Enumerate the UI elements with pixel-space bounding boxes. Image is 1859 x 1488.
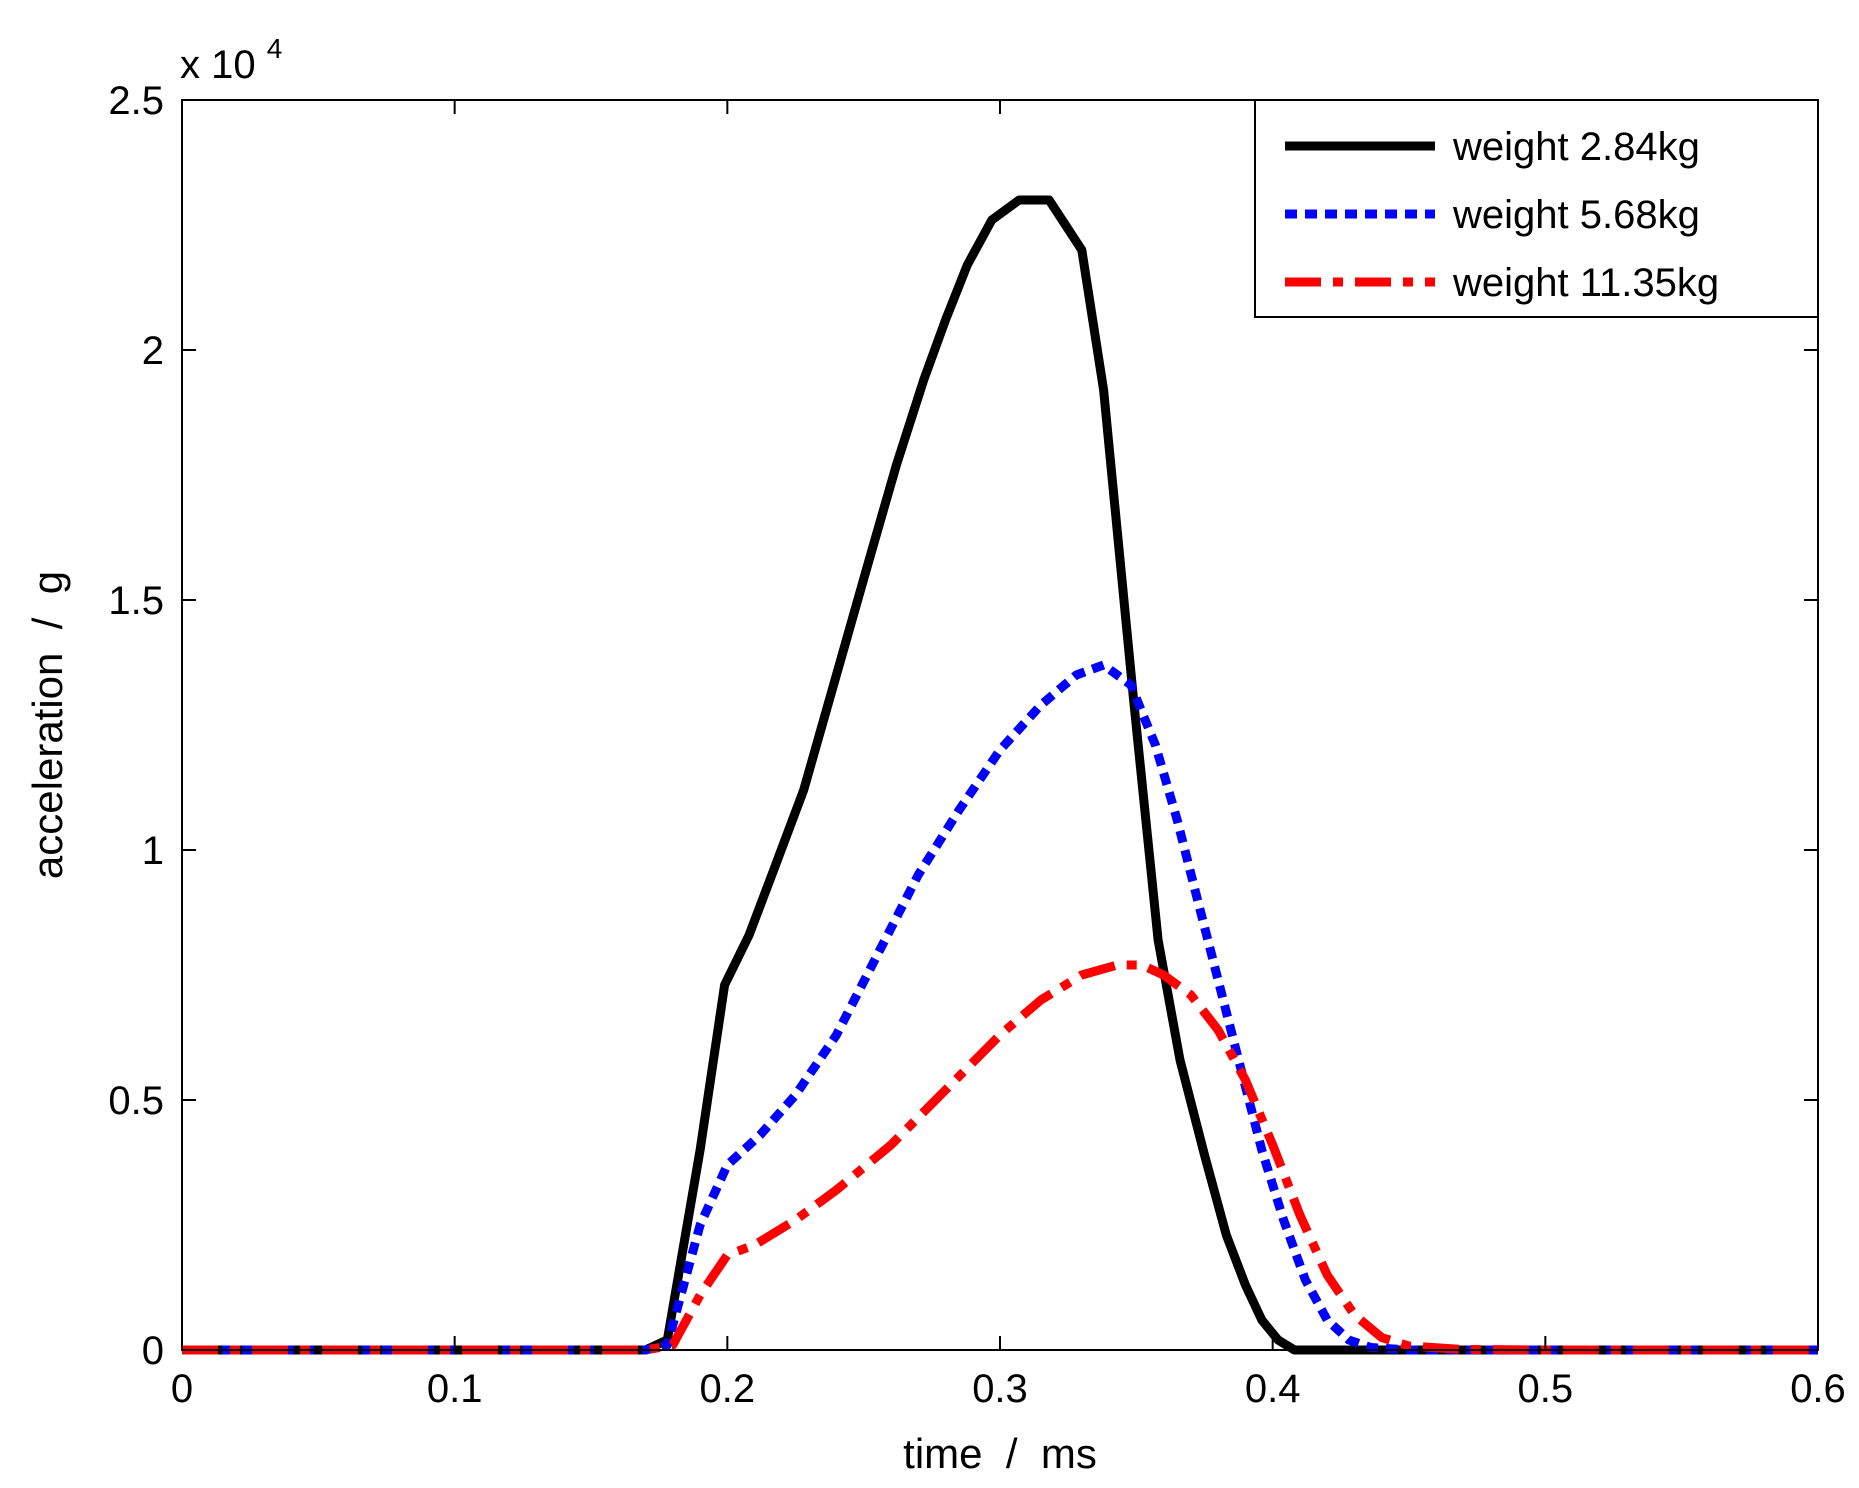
x-tick-label: 0.6 bbox=[1790, 1367, 1846, 1411]
x-tick-label: 0.5 bbox=[1518, 1367, 1574, 1411]
y-tick-label: 2.5 bbox=[108, 79, 164, 123]
y-axis-tick-labels: 0 0.5 1 1.5 2 2.5 bbox=[108, 79, 164, 1373]
y-tick-label: 2 bbox=[142, 329, 164, 373]
series-line-3 bbox=[182, 960, 1818, 1355]
legend-label: weight 5.68kg bbox=[1452, 193, 1700, 237]
x-tick-label: 0.2 bbox=[700, 1367, 756, 1411]
series-layer bbox=[182, 195, 1818, 1355]
x-tick-label: 0.1 bbox=[427, 1367, 483, 1411]
y-tick-label: 0.5 bbox=[108, 1079, 164, 1123]
y-scale-exponent: 4 bbox=[267, 33, 283, 64]
legend-label: weight 2.84kg bbox=[1452, 125, 1700, 169]
x-tick-label: 0 bbox=[171, 1367, 193, 1411]
y-axis-scale-factor: x 10 4 bbox=[180, 33, 282, 87]
y-tick-label: 0 bbox=[142, 1329, 164, 1373]
legend-box bbox=[1254, 99, 1819, 318]
series-line-2 bbox=[182, 660, 1818, 1355]
y-axis-label: acceleration / g bbox=[24, 571, 71, 879]
series-line-1 bbox=[182, 195, 1818, 1355]
y-tick-label: 1.5 bbox=[108, 579, 164, 623]
y-tick-label: 1 bbox=[142, 829, 164, 873]
x-tick-label: 0.3 bbox=[972, 1367, 1028, 1411]
x-tick-label: 0.4 bbox=[1245, 1367, 1301, 1411]
axis-ticks bbox=[181, 99, 1819, 1351]
x-axis-tick-labels: 0 0.1 0.2 0.3 0.4 0.5 0.6 bbox=[171, 1367, 1846, 1411]
legend: weight 2.84kg weight 5.68kg weight 11.35kg bbox=[1254, 99, 1819, 318]
legend-label: weight 11.35kg bbox=[1452, 261, 1719, 305]
x-axis-label: time / ms bbox=[903, 1430, 1097, 1477]
y-scale-base: x 10 bbox=[180, 43, 256, 87]
